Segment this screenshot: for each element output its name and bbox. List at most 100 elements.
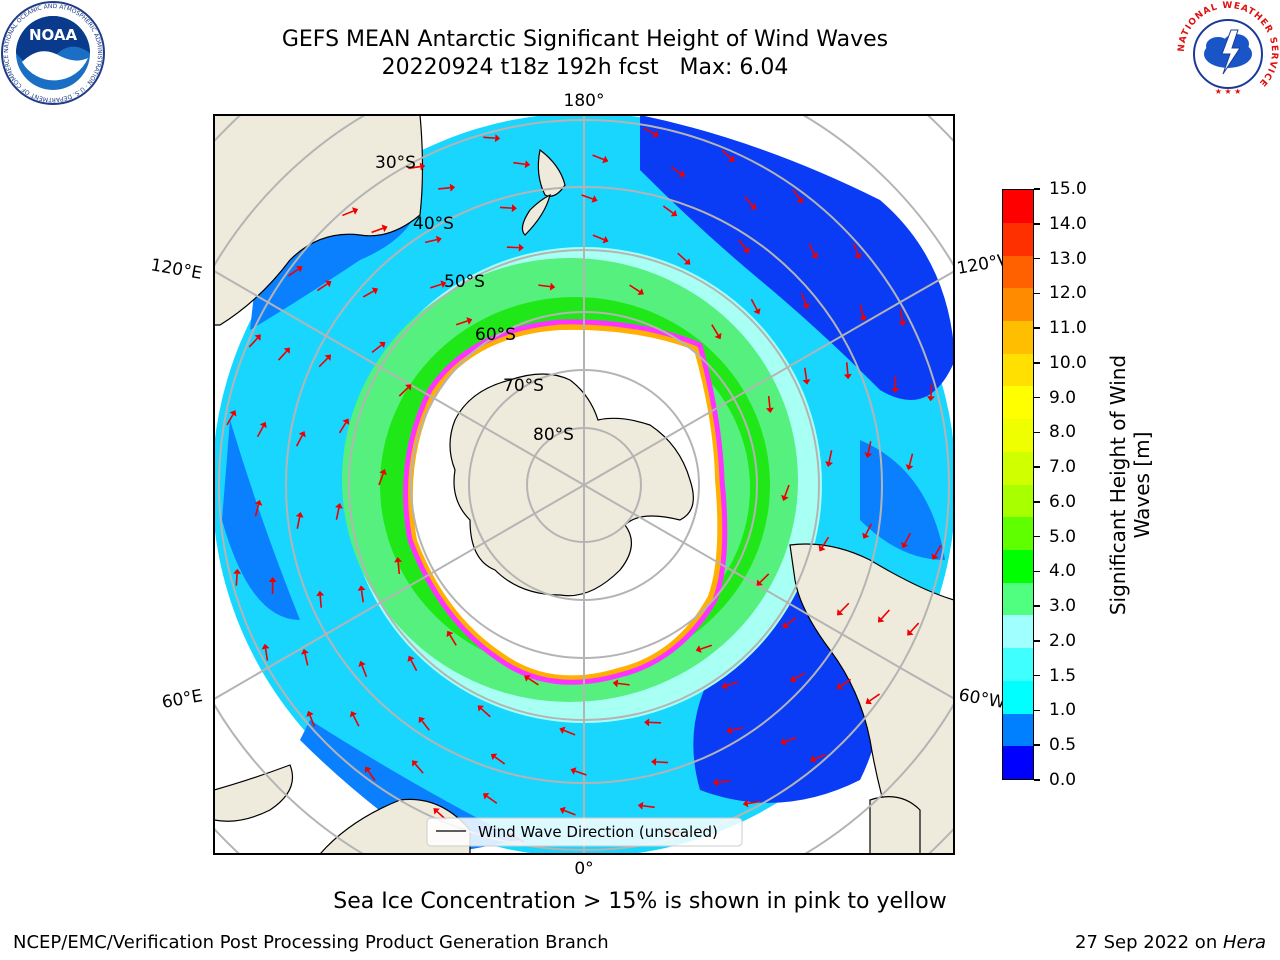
wind-wave-arrow [367, 770, 376, 782]
wind-wave-arrowhead [749, 203, 756, 210]
colorbar-tick-mark [1034, 327, 1040, 329]
wind-wave-arrowhead [518, 243, 524, 252]
colorbar-segment [1003, 713, 1033, 747]
wind-wave-arrowhead [637, 801, 644, 810]
wind-wave-arrow [277, 350, 288, 361]
colorbar-tick-label: 4.0 [1049, 561, 1077, 582]
wind-wave-arrow [726, 681, 739, 687]
wind-wave-arrow [800, 292, 807, 305]
lat-label-80s: 80°S [533, 425, 574, 445]
wind-wave-arrow [785, 616, 797, 626]
wind-wave-arrowhead [316, 590, 325, 597]
wind-wave-arrowhead [364, 766, 372, 773]
wind-wave-arrowhead [259, 421, 267, 429]
wind-wave-arrow [730, 726, 744, 732]
colorbar-tick-mark [1034, 674, 1040, 677]
wind-wave-arrowhead [818, 545, 826, 552]
wind-wave-arrow [362, 290, 375, 298]
wind-wave-arrowhead [789, 675, 797, 683]
wind-wave-arrow [930, 384, 933, 397]
lat-label-50s: 50°S [444, 272, 485, 292]
colorbar-tick-mark [1034, 535, 1040, 538]
wind-wave-arrowhead [306, 710, 314, 717]
wind-wave-arrowhead [449, 183, 456, 192]
colorbar-tick-mark [1034, 466, 1040, 468]
wind-wave-arrow [480, 708, 491, 718]
colorbar-tick-label: 15.0 [1049, 179, 1087, 199]
lat-label-40s: 40°S [413, 214, 454, 234]
wind-wave-arrowhead [670, 209, 678, 217]
wind-wave-arrowhead [229, 410, 237, 417]
sea-ice-note: Sea Ice Concentration > 15% is shown in … [333, 889, 947, 914]
wind-wave-arrowhead [612, 679, 619, 688]
lon-label-60e: 60°E [160, 686, 204, 713]
wind-wave-arrowhead [836, 682, 843, 690]
wind-wave-arrow [592, 234, 605, 241]
wind-wave-arrow [656, 761, 669, 764]
wind-wave-arrowhead [901, 541, 909, 549]
wind-wave-arrowhead [335, 503, 343, 509]
colorbar-tick-label: 0.5 [1049, 735, 1077, 756]
nws-logo: NATIONAL WEATHER SERVICE ★ ★ ★ [1176, 0, 1280, 104]
wind-wave-arrowhead [358, 660, 366, 668]
wind-wave-arrow [804, 367, 808, 380]
wind-wave-arrowhead [907, 629, 914, 636]
footer-date: 27 Sep 2022 on Hera [1075, 932, 1266, 953]
colorbar-segment [1003, 288, 1033, 321]
lon-label-180: 180° [564, 91, 605, 111]
wind-wave-arrow [361, 665, 368, 678]
wind-wave-arrow [670, 166, 682, 175]
colorbar-tick-label: 11.0 [1049, 318, 1087, 339]
wind-wave-arrowhead [651, 757, 657, 766]
new-zealand [537, 148, 566, 197]
colorbar-tick-mark [1034, 640, 1040, 642]
colorbar-segment [1003, 353, 1033, 387]
wind-wave-arrowhead [405, 384, 412, 391]
wind-wave-arrow [414, 763, 424, 774]
wind-wave-arrowhead [905, 464, 914, 471]
colorbar-segment [1003, 582, 1033, 616]
lat-label-70s: 70°S [503, 376, 544, 396]
colorbar-tick-label: 3.0 [1049, 596, 1077, 617]
wind-wave-arrow [784, 484, 790, 497]
wind-wave-arrowhead [742, 246, 750, 254]
wind-wave-arrowhead [728, 155, 735, 162]
colorbar-segment [1003, 615, 1033, 649]
wind-wave-arrowhead [695, 645, 702, 653]
wind-wave-arrowhead [780, 737, 787, 746]
wind-wave-arrow [483, 136, 496, 139]
wind-wave-arrowhead [490, 753, 498, 761]
wind-wave-arrowhead [301, 648, 309, 655]
wind-wave-arrowhead [652, 130, 659, 138]
wind-wave-arrow [759, 573, 770, 583]
wind-wave-arrowhead [352, 207, 359, 215]
colorbar-tick-mark [1034, 362, 1040, 364]
wind-wave-arrow [235, 573, 238, 586]
wind-wave-arrowhead [802, 302, 810, 310]
colorbar-tick-label: 7.0 [1049, 457, 1077, 478]
colorbar-tick-mark [1034, 605, 1040, 607]
wind-wave-arrowhead [477, 705, 484, 712]
wind-wave-arrowhead [931, 553, 939, 560]
wind-wave-arrowhead [836, 609, 844, 616]
wind-wave-arrow [309, 715, 316, 727]
wind-wave-arrow [264, 648, 269, 661]
noaa-logo-text: NOAA [29, 26, 78, 44]
wind-wave-arrow [295, 435, 303, 447]
colorbar-tick-label: 13.0 [1049, 248, 1087, 269]
wind-wave-arrowhead [843, 373, 852, 380]
colorbar-tick-label: 1.0 [1049, 700, 1077, 721]
wind-wave-arrowhead [796, 197, 804, 204]
wind-wave-arrowhead [825, 461, 833, 467]
wind-wave-arrowhead [407, 655, 415, 662]
wind-wave-arrowhead [494, 134, 501, 143]
colorbar-segment [1003, 386, 1033, 420]
wind-wave-arrowhead [898, 320, 907, 327]
wind-wave-arrow [319, 595, 323, 608]
wind-wave-arrow [750, 298, 758, 311]
wind-wave-arrow [845, 362, 849, 375]
colorbar-segment [1003, 484, 1033, 518]
wind-wave-arrow [867, 441, 872, 454]
wind-wave-arrowhead [765, 407, 774, 413]
